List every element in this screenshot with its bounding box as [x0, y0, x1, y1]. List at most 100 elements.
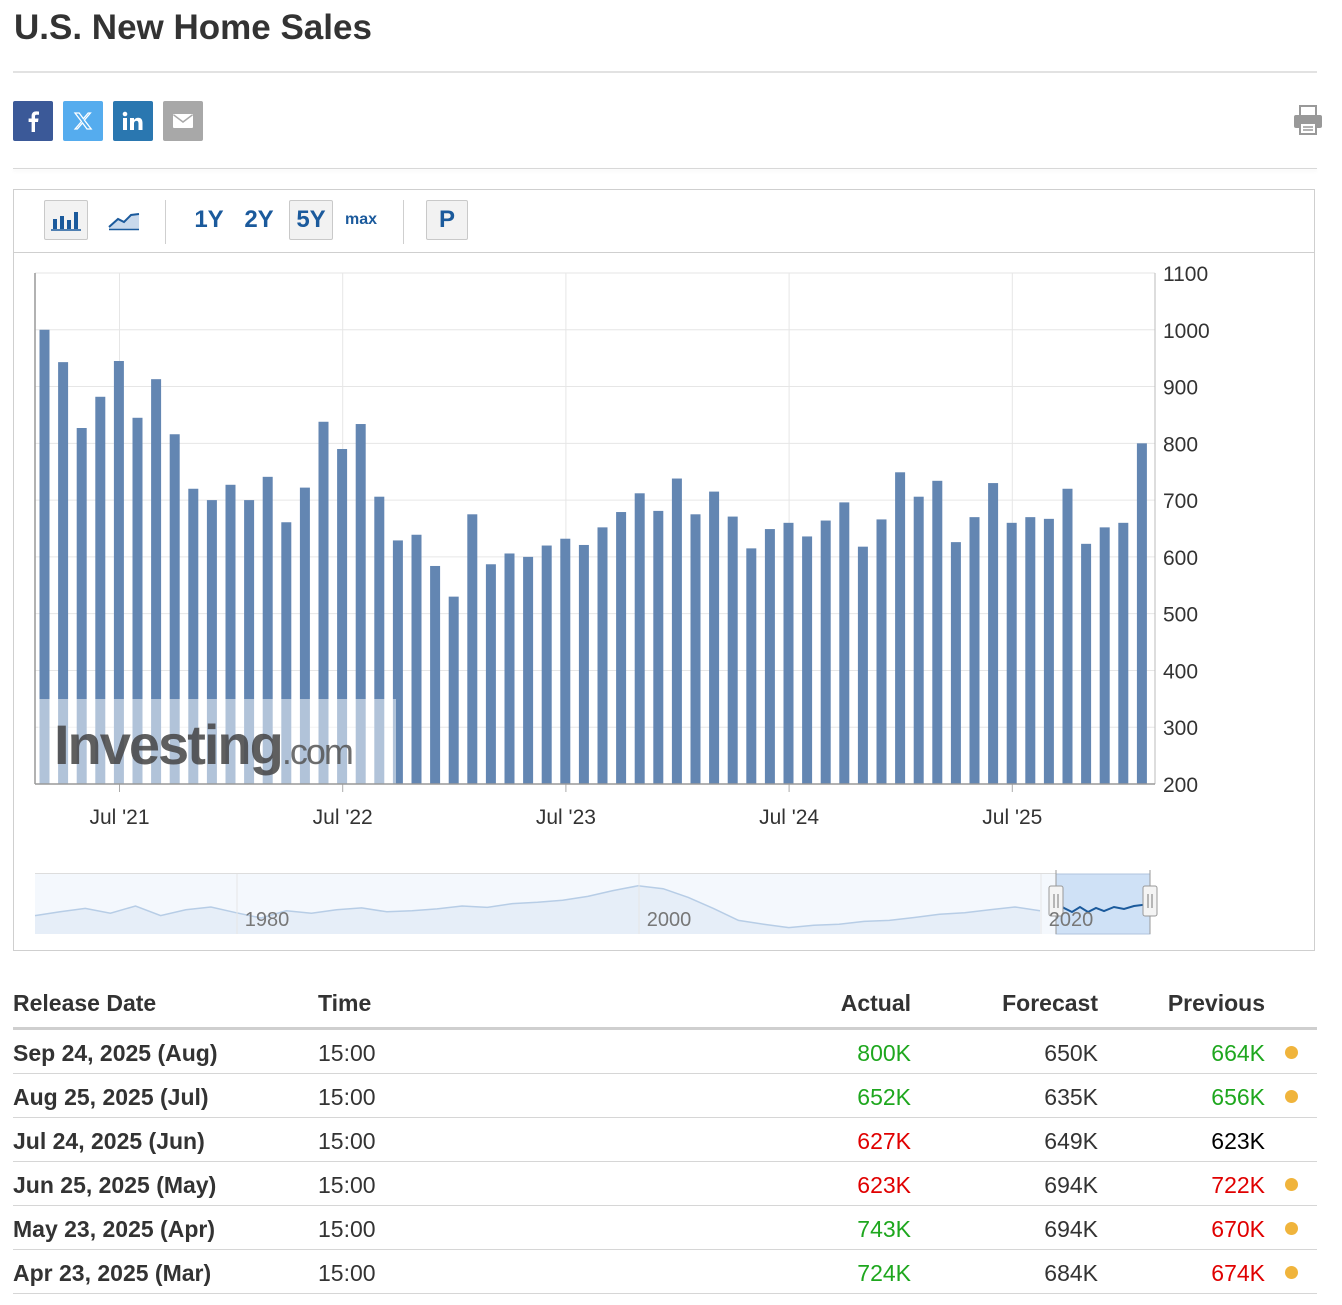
bar: [225, 484, 236, 784]
bar: [690, 514, 701, 784]
bar: [1081, 543, 1092, 784]
x-tick-label: Jul '22: [313, 806, 373, 829]
release-date: Sep 24, 2025 (Aug): [13, 1040, 218, 1066]
actual-value: 800K: [857, 1040, 911, 1066]
revised-dot-icon[interactable]: [1285, 1046, 1298, 1059]
range-max-button[interactable]: max: [344, 211, 378, 228]
table-row: Sep 24, 2025 (Aug) 15:00 800K 650K 664K: [13, 1030, 1317, 1074]
col-release-date[interactable]: Release Date: [13, 990, 157, 1016]
bar: [876, 519, 887, 784]
bar: [671, 478, 682, 784]
x-tick-label: Jul '24: [759, 806, 819, 829]
share-divider: [13, 168, 1317, 169]
facebook-icon: [28, 111, 39, 132]
bar-chart-icon: [51, 212, 81, 231]
x-tick-label: Jul '25: [982, 806, 1042, 829]
bar: [430, 565, 441, 784]
y-tick-label: 400: [1163, 660, 1198, 683]
bar-chart: Investing.com 200 300 400 500 600 700 800 900 10…: [34, 263, 1210, 935]
navigator-area-fill: [35, 885, 1040, 934]
y-tick-label: 500: [1163, 604, 1198, 627]
bar: [616, 512, 627, 784]
toolbar-separator: [165, 200, 166, 244]
table-row: Aug 25, 2025 (Jul) 15:00 652K 635K 656K: [13, 1074, 1317, 1118]
col-previous[interactable]: Previous: [1167, 990, 1265, 1016]
chart-panel: 1Y 2Y 5Y max P Investing.com 200 300 400 50…: [13, 189, 1315, 951]
navigator-label: 2020: [1049, 909, 1094, 931]
navigator-handle: [1048, 885, 1064, 917]
bar: [281, 522, 292, 784]
forecast-value: 649K: [1044, 1128, 1098, 1154]
range-1y-button[interactable]: 1Y: [194, 206, 224, 233]
p-button[interactable]: P: [426, 200, 468, 240]
facebook-share-button[interactable]: [13, 101, 53, 141]
bar: [597, 527, 608, 784]
bar: [932, 480, 943, 784]
col-forecast[interactable]: Forecast: [1002, 990, 1098, 1016]
revised-dot-icon[interactable]: [1285, 1222, 1298, 1235]
navigator[interactable]: 1980 2000 2020: [34, 870, 1158, 935]
bar: [969, 517, 980, 784]
x-share-button[interactable]: [63, 101, 103, 141]
bar: [262, 476, 273, 784]
forecast-value: 650K: [1044, 1040, 1098, 1066]
bar: [857, 546, 868, 784]
bar: [895, 472, 906, 784]
bar: [653, 510, 664, 784]
revised-dot-icon[interactable]: [1285, 1178, 1298, 1191]
bar: [485, 564, 496, 784]
range-2y-button[interactable]: 2Y: [244, 206, 274, 233]
bar: [467, 514, 478, 784]
y-tick-label: 1100: [1163, 263, 1208, 286]
bar-chart-toggle[interactable]: [44, 200, 88, 240]
revised-dot-icon[interactable]: [1285, 1266, 1298, 1279]
area-chart-icon: [108, 213, 140, 231]
watermark-backdrop: [38, 699, 396, 785]
bar: [448, 596, 459, 784]
col-time[interactable]: Time: [318, 990, 372, 1016]
actual-value: 627K: [857, 1128, 911, 1154]
table-row: May 23, 2025 (Apr) 15:00 743K 694K 670K: [13, 1206, 1317, 1250]
bar: [318, 421, 329, 784]
revised-dot-icon[interactable]: [1285, 1090, 1298, 1103]
bar: [411, 534, 422, 784]
email-share-button[interactable]: [163, 101, 203, 141]
col-actual[interactable]: Actual: [840, 990, 911, 1016]
bar: [76, 428, 87, 784]
navigator-selected-series: [1055, 901, 1151, 914]
bar: [58, 362, 69, 784]
forecast-value: 694K: [1044, 1216, 1098, 1242]
bar: [988, 483, 999, 784]
investing-watermark: Investing.com: [38, 699, 396, 785]
bar: [1118, 522, 1129, 784]
previous-value: 656K: [1211, 1084, 1265, 1110]
release-date: Apr 23, 2025 (Mar): [13, 1260, 212, 1286]
bar: [802, 536, 813, 784]
bar: [634, 493, 645, 784]
table-row: Jun 25, 2025 (May) 15:00 623K 694K 722K: [13, 1162, 1317, 1206]
bar: [169, 434, 180, 784]
previous-value: 670K: [1211, 1216, 1265, 1242]
bar: [374, 496, 385, 784]
bar: [151, 379, 162, 784]
print-button[interactable]: [1293, 104, 1323, 136]
toolbar-separator: [403, 200, 404, 244]
previous-value: 674K: [1211, 1260, 1265, 1286]
actual-value: 652K: [857, 1084, 911, 1110]
x-tick-label: Jul '23: [536, 806, 596, 829]
bar: [541, 545, 552, 784]
range-5y-button[interactable]: 5Y: [289, 200, 333, 240]
bar: [913, 496, 924, 784]
forecast-value: 635K: [1044, 1084, 1098, 1110]
bar: [783, 522, 794, 784]
chart-toolbar: 1Y 2Y 5Y max P: [14, 190, 1314, 253]
line-chart-toggle[interactable]: [102, 200, 146, 240]
release-date: May 23, 2025 (Apr): [13, 1216, 215, 1242]
linkedin-share-button[interactable]: [113, 101, 153, 141]
bar: [727, 516, 738, 784]
forecast-value: 694K: [1044, 1172, 1098, 1198]
forecast-value: 684K: [1044, 1260, 1098, 1286]
bar: [299, 487, 310, 784]
y-tick-label: 200: [1163, 774, 1198, 797]
release-date: Jul 24, 2025 (Jun): [13, 1128, 205, 1154]
